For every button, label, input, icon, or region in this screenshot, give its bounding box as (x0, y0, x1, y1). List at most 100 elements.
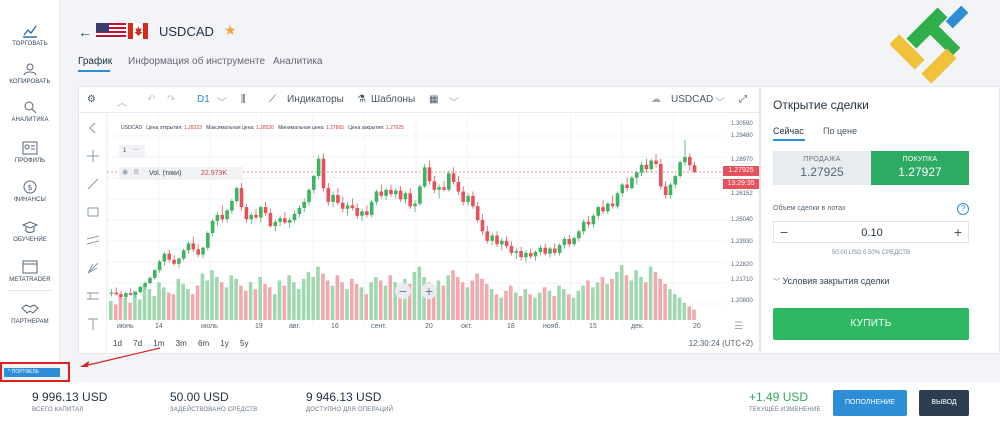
sell-box[interactable]: ПРОДАЖА 1.27925 (773, 151, 871, 185)
sell-label: ПРОДАЖА (803, 156, 841, 163)
channel-icon[interactable] (87, 234, 99, 246)
volume-bar (205, 280, 209, 320)
timeframe-select[interactable]: D1 (197, 94, 210, 105)
candles-type-icon[interactable]: ⫼ (241, 94, 246, 105)
chevron-down-icon[interactable]: ﹀ (449, 98, 459, 109)
volume-bar (610, 278, 614, 321)
eye-icon[interactable]: ◉ (122, 169, 129, 176)
tab-chart[interactable]: График (78, 56, 113, 67)
indicators-icon[interactable]: ⟋ (269, 94, 276, 105)
cloud-icon[interactable]: ☁ (651, 94, 661, 105)
symbol-select[interactable]: USDCAD (671, 94, 714, 105)
fullscreen-icon[interactable]: ⤢ (739, 94, 747, 105)
sidebar-item-metatrader[interactable]: METATRADER (0, 260, 60, 283)
info-symbol: USDCAD (121, 125, 143, 131)
candle-body (384, 189, 388, 196)
chevron-up-icon[interactable]: ︿ (117, 98, 127, 109)
buy-box[interactable]: ПОКУПКА 1.27927 (871, 151, 969, 185)
calendar-icon[interactable]: ▦ (429, 94, 439, 105)
back-arrow-icon[interactable]: ← (78, 24, 92, 40)
trend-line-icon[interactable] (87, 178, 99, 190)
period-6m[interactable]: 6m (198, 339, 210, 348)
tab-by-price[interactable]: По цене (823, 126, 858, 136)
redo-icon[interactable]: ↷ (167, 94, 176, 105)
sidebar-item-partners[interactable]: ПАРТНЕРАМ (0, 302, 60, 325)
candle-body (283, 218, 287, 223)
indicator-count-box[interactable]: 1— (119, 145, 145, 158)
candle-body (389, 189, 393, 195)
sidebar-item-analytics[interactable]: АНАЛИТИКА (0, 100, 60, 123)
help-icon[interactable]: ? (957, 203, 969, 215)
candle-body (562, 239, 567, 245)
volume-value[interactable]: 0.10 (861, 227, 883, 239)
volume-bar (118, 294, 123, 320)
close-conditions-toggle[interactable]: ﹀ Условия закрытия сделки (773, 276, 889, 287)
period-7d[interactable]: 7d (133, 339, 143, 348)
x-tick-label: июнь (117, 323, 134, 330)
zoom-button[interactable] (395, 283, 411, 299)
indicators-button[interactable]: Индикаторы (287, 94, 344, 105)
candle-body (688, 157, 692, 166)
favorite-star-icon[interactable]: ★ (224, 22, 237, 38)
sidebar-item-label: АНАЛИТИКА (11, 117, 49, 123)
settings-gear-icon[interactable]: ⚙ (87, 94, 96, 105)
period-1d[interactable]: 1d (113, 339, 122, 348)
period-5y[interactable]: 5y (240, 339, 249, 348)
sell-price: 1.27925 (800, 165, 844, 179)
sidebar-item-trade[interactable]: ТОРГОВАТЬ (0, 24, 60, 47)
volume-bar (378, 280, 383, 320)
chevron-down-icon[interactable]: ﹀ (715, 98, 725, 109)
volume-bar (523, 289, 528, 320)
sidebar-item-education[interactable]: ОБУЧЕНИЕ (0, 220, 60, 243)
rectangle-icon[interactable] (87, 206, 99, 218)
period-1y[interactable]: 1y (220, 339, 229, 348)
settings-gear-icon[interactable]: ⚙ (133, 169, 140, 176)
volume-bar (393, 282, 397, 320)
period-3m[interactable]: 3m (175, 339, 187, 348)
tab-now[interactable]: Сейчас (773, 126, 804, 136)
sidebar-item-profile[interactable]: ПРОФИЛЬ (0, 141, 60, 164)
fibonacci-icon[interactable] (87, 262, 99, 274)
withdraw-button[interactable]: ВЫВОД (919, 390, 969, 416)
period-selector: 1d 7d 1m 3m 6m 1y 5y (113, 339, 258, 348)
candle-body (644, 164, 649, 170)
crosshair-icon[interactable] (87, 150, 99, 162)
sidebar-item-label: ПРОФИЛЬ (14, 158, 46, 164)
volume-stepper[interactable]: − 0.10 + (773, 221, 969, 243)
deposit-button[interactable]: ПОПОЛНЕНИЕ (833, 390, 907, 416)
text-tool-icon[interactable] (87, 318, 99, 330)
measure-icon[interactable] (87, 290, 99, 302)
templates-button[interactable]: Шаблоны (371, 94, 416, 105)
tab-analytics[interactable]: Аналитика (273, 56, 323, 67)
volume-bar (653, 271, 658, 320)
period-1m[interactable]: 1m (153, 339, 165, 348)
buy-price: 1.27927 (898, 165, 942, 179)
price-chart[interactable]: − + (107, 115, 725, 325)
candle-body (345, 205, 350, 209)
candle-body (596, 207, 600, 216)
buy-button[interactable]: КУПИТЬ (773, 308, 969, 340)
chevron-down-icon[interactable]: ﹀ (217, 98, 227, 109)
candle-body (350, 205, 355, 208)
minus-icon[interactable]: − (780, 224, 789, 240)
volume-bar (369, 282, 373, 320)
undo-icon[interactable]: ↶ (147, 94, 156, 105)
sidebar-item-finance[interactable]: $ ФИНАНСЫ (0, 180, 60, 203)
sidebar-item-copy[interactable]: КОПИРОВАТЬ (0, 62, 60, 85)
portfolio-button[interactable]: ^ ПОРТФЕЛЬ (4, 368, 60, 377)
plus-icon[interactable]: + (953, 224, 962, 240)
tab-instrument-info[interactable]: Информация об инструменте (128, 56, 266, 67)
volume-bar (186, 289, 190, 320)
candle-body (606, 203, 610, 212)
candle-body (109, 292, 114, 294)
y-tick-label: 1.28970 (731, 157, 753, 163)
volume-bar (417, 266, 422, 320)
axis-settings-icon[interactable]: ☰ (734, 321, 743, 332)
zoom-button[interactable] (421, 283, 437, 299)
arrow-left-icon[interactable] (87, 122, 99, 134)
volume-bar (509, 285, 513, 320)
volume-bar (301, 278, 306, 321)
y-tick-label: 1.30590 (731, 121, 753, 127)
volume-bar (557, 285, 561, 320)
templates-icon[interactable]: ⚗ (357, 94, 366, 105)
